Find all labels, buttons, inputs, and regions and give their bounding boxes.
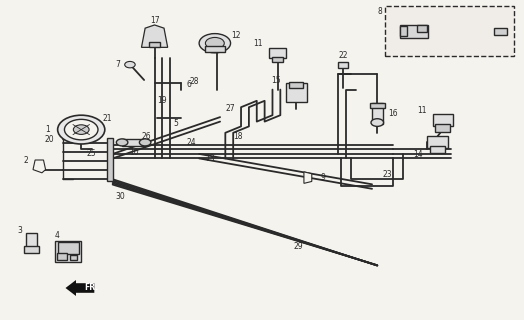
Polygon shape: [304, 172, 312, 183]
Text: 28: 28: [189, 77, 199, 86]
Bar: [385, 6, 514, 56]
Bar: [24, 246, 39, 253]
Text: 27: 27: [226, 104, 235, 113]
Bar: [430, 146, 445, 153]
Bar: [205, 46, 225, 52]
Text: 16: 16: [388, 109, 398, 118]
Bar: [427, 136, 448, 148]
Text: 11: 11: [253, 39, 263, 48]
Bar: [372, 103, 383, 124]
Text: 22: 22: [339, 51, 348, 60]
Bar: [417, 25, 427, 32]
Bar: [494, 28, 507, 35]
Text: 15: 15: [271, 76, 281, 84]
Circle shape: [139, 139, 151, 146]
Bar: [370, 103, 385, 108]
Bar: [149, 42, 160, 47]
Polygon shape: [107, 138, 113, 181]
Text: 17: 17: [150, 16, 159, 25]
Text: 9: 9: [321, 173, 326, 182]
Bar: [26, 233, 37, 250]
Text: 13: 13: [205, 154, 214, 163]
Bar: [269, 48, 286, 58]
Bar: [286, 83, 307, 102]
Text: 10: 10: [129, 148, 138, 157]
Circle shape: [73, 125, 89, 134]
Bar: [58, 242, 79, 254]
Polygon shape: [66, 280, 94, 296]
Text: 11: 11: [417, 106, 427, 115]
Text: 29: 29: [294, 242, 303, 251]
Text: 19: 19: [158, 96, 167, 105]
Text: 14: 14: [413, 150, 422, 159]
Polygon shape: [141, 25, 168, 47]
Bar: [70, 255, 77, 260]
Text: 7: 7: [115, 60, 121, 69]
Text: 26: 26: [142, 132, 151, 140]
Bar: [433, 114, 453, 126]
Text: 5: 5: [173, 119, 178, 128]
Bar: [55, 241, 81, 262]
Text: 8: 8: [377, 7, 383, 16]
Polygon shape: [33, 160, 46, 173]
Bar: [289, 82, 303, 88]
Circle shape: [58, 115, 105, 144]
Text: 12: 12: [231, 31, 241, 40]
Text: 1: 1: [45, 125, 50, 134]
Text: 3: 3: [17, 226, 23, 235]
Text: 25: 25: [87, 149, 96, 158]
Bar: [399, 25, 429, 38]
Text: 30: 30: [116, 192, 125, 201]
Text: 4: 4: [54, 231, 59, 240]
Bar: [272, 57, 283, 62]
Text: FR.: FR.: [84, 284, 98, 292]
Bar: [122, 139, 146, 146]
Text: 20: 20: [45, 135, 54, 144]
Circle shape: [199, 34, 231, 53]
Bar: [338, 62, 348, 68]
Bar: [57, 253, 67, 260]
Text: 2: 2: [24, 156, 29, 164]
Bar: [399, 27, 408, 36]
Circle shape: [116, 139, 128, 146]
Circle shape: [205, 37, 224, 49]
Bar: [435, 124, 450, 132]
Text: 24: 24: [187, 138, 196, 147]
Circle shape: [371, 119, 384, 126]
Text: 21: 21: [103, 114, 112, 123]
Circle shape: [64, 119, 98, 140]
Text: 23: 23: [383, 170, 392, 179]
Text: 6: 6: [186, 80, 191, 89]
Text: 18: 18: [234, 132, 243, 140]
Circle shape: [125, 61, 135, 68]
